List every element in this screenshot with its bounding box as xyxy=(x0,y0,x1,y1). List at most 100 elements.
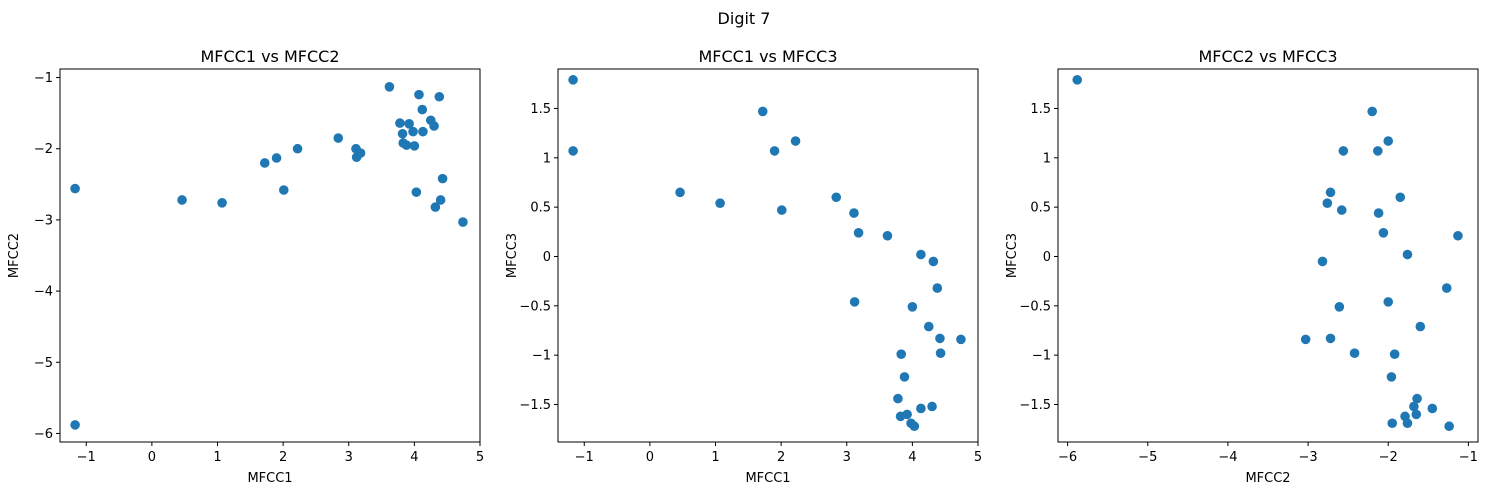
scatter-point xyxy=(259,158,270,168)
scatter-point xyxy=(1373,208,1384,218)
chart-panel-2: MFCC1 vs MFCC3 −1 0 1 2 3 4 5 −1.5 −1 −0.5 0 0.5 1 1.5… xyxy=(505,47,982,486)
scatter-point xyxy=(1338,146,1349,156)
scatter-point xyxy=(395,118,405,128)
y-tick-label: −1.5 xyxy=(1019,398,1051,413)
y-tick-label: 1.5 xyxy=(1030,102,1051,117)
scatter-point xyxy=(1378,228,1389,238)
x-axis-label: MFCC1 xyxy=(745,471,790,486)
x-tick-label: −2 xyxy=(1379,450,1398,465)
scatter-point xyxy=(1409,401,1419,412)
scatter-point xyxy=(1387,418,1398,429)
figure-suptitle: Digit 7 xyxy=(718,9,771,28)
scatter-point xyxy=(715,198,725,209)
y-tick-label: −1 xyxy=(34,71,53,86)
scatter-point xyxy=(790,136,801,146)
scatter-point xyxy=(907,302,918,312)
x-tick-label: 4 xyxy=(908,450,916,465)
y-tick-label: −0.5 xyxy=(1019,299,1051,314)
x-tick-label: 0 xyxy=(646,450,654,465)
axes-frame xyxy=(1057,68,1479,443)
scatter-point xyxy=(1367,106,1377,117)
scatter-point xyxy=(333,133,344,143)
x-axis-label: MFCC2 xyxy=(1245,471,1290,486)
y-tick-label: 0.5 xyxy=(530,201,551,216)
scatter-point xyxy=(916,403,926,414)
x-tick-label: 3 xyxy=(345,450,353,465)
y-tick-label: −1 xyxy=(1032,349,1051,364)
y-tick-label: −0.5 xyxy=(519,299,551,314)
scatter-point xyxy=(568,146,578,156)
scatter-point xyxy=(1411,409,1422,420)
scatter-point xyxy=(1386,372,1397,382)
x-tick-label: −3 xyxy=(1298,450,1317,465)
scatter-point xyxy=(769,146,780,156)
y-tick-label: 0 xyxy=(1043,250,1051,265)
scatter-point xyxy=(1349,348,1360,358)
x-tick-label: 4 xyxy=(410,450,418,465)
scatter-point xyxy=(916,249,926,260)
scatter-point xyxy=(437,173,448,184)
axes-frame xyxy=(59,68,481,443)
scatter-point xyxy=(896,349,907,359)
scatter-point xyxy=(355,148,366,158)
y-axis-label: MFCC3 xyxy=(505,233,520,278)
x-tick-label: 2 xyxy=(279,450,287,465)
x-tick-label: 1 xyxy=(213,450,221,465)
scatter-point xyxy=(1441,283,1452,293)
scatter-point xyxy=(899,372,910,382)
scatter-point xyxy=(408,126,418,137)
x-axis-label: MFCC1 xyxy=(247,471,292,486)
scatter-point xyxy=(1325,333,1336,344)
x-tick-label: −5 xyxy=(1138,450,1157,465)
scatter-point xyxy=(1389,349,1400,359)
x-tick-label: −1 xyxy=(77,450,96,465)
scatter-point xyxy=(414,89,424,100)
scatter-point xyxy=(909,421,920,432)
scatter-point xyxy=(70,183,80,194)
scatter-point xyxy=(902,409,912,420)
scatter-point xyxy=(435,195,446,205)
x-tick-label: −1 xyxy=(1459,450,1478,465)
chart-title: MFCC2 vs MFCC3 xyxy=(1198,47,1337,66)
scatter-point xyxy=(417,104,428,115)
scatter-point xyxy=(1415,321,1426,332)
scatter-point xyxy=(935,348,946,358)
axes-frame xyxy=(557,68,979,443)
x-tick-label: 0 xyxy=(148,450,156,465)
scatter-point xyxy=(831,192,842,203)
y-tick-label: 0.5 xyxy=(1030,201,1051,216)
y-tick-label: −6 xyxy=(34,427,53,442)
scatter-point xyxy=(397,128,408,139)
y-tick-label: −3 xyxy=(34,213,53,228)
y-axis-label: MFCC3 xyxy=(1005,233,1020,278)
scatter-point xyxy=(893,393,903,404)
scatter-point xyxy=(292,143,303,154)
y-tick-label: −2 xyxy=(34,142,53,157)
x-tick-label: −4 xyxy=(1218,450,1237,465)
scatter-point xyxy=(849,208,859,218)
y-tick-label: 1 xyxy=(543,151,551,166)
scatter-point xyxy=(1373,146,1383,156)
scatter-point xyxy=(1072,75,1083,85)
scatter-point xyxy=(1336,205,1347,215)
x-tick-label: 5 xyxy=(476,450,484,465)
scatter-point xyxy=(1334,302,1345,312)
scatter-point xyxy=(271,153,282,163)
scatter-point xyxy=(675,187,685,198)
y-tick-label: −1.5 xyxy=(519,398,551,413)
chart-panel-1: MFCC1 vs MFCC2 −1 0 1 2 3 4 5 −6 −5 −4 −3 −2 −1 MFCC1 M… xyxy=(7,47,484,486)
y-tick-label: 1.5 xyxy=(530,102,551,117)
scatter-point xyxy=(278,185,289,195)
scatter-point xyxy=(411,187,422,197)
x-tick-label: −1 xyxy=(575,450,594,465)
scatter-point xyxy=(1402,418,1413,429)
scatter-point xyxy=(430,202,441,212)
scatter-point xyxy=(1317,256,1328,267)
scatter-point xyxy=(418,126,428,137)
scatter-point xyxy=(1395,192,1406,203)
scatter-point xyxy=(1322,198,1333,209)
scatter-point xyxy=(434,91,445,102)
y-tick-label: 0 xyxy=(543,250,551,265)
scatter-point xyxy=(849,297,860,307)
